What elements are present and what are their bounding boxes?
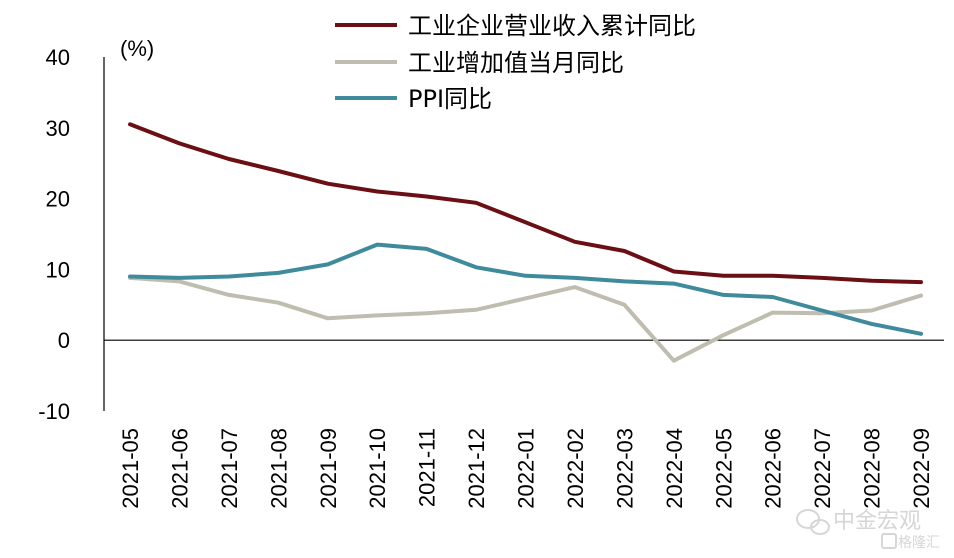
- watermark: 中金宏观 格隆汇: [796, 509, 940, 551]
- x-tick-label: 2022-01: [514, 428, 539, 509]
- x-tick-label: 2022-05: [711, 428, 736, 509]
- x-tick-label: 2021-07: [217, 428, 242, 509]
- x-tick-label: 2022-06: [761, 428, 786, 509]
- y-tick-label: -10: [38, 399, 70, 424]
- x-tick-label: 2021-11: [415, 428, 440, 507]
- watermark-top-text: 中金宏观: [833, 509, 921, 534]
- wechat-icon: [796, 509, 830, 535]
- x-tick-label: 2022-09: [909, 428, 934, 509]
- y-tick-label: 0: [58, 328, 70, 353]
- x-tick-label: 2021-06: [167, 428, 192, 509]
- x-tick-label: 2021-05: [118, 428, 143, 509]
- x-tick-label: 2022-02: [563, 428, 588, 509]
- x-tick-label: 2022-07: [810, 428, 835, 509]
- legend-label-1: 工业增加值当月同比: [408, 49, 624, 77]
- x-tick-label: 2021-09: [316, 428, 341, 509]
- series-line-1: [128, 275, 923, 363]
- y-tick-label: 10: [46, 257, 70, 282]
- watermark-bottom-text: 格隆汇: [898, 535, 940, 551]
- y-tick-label: 30: [46, 116, 70, 141]
- legend-label-2: PPI同比: [408, 85, 492, 113]
- x-tick-label: 2022-08: [860, 428, 885, 509]
- series-layer: [128, 122, 923, 363]
- y-unit-label: (%): [120, 36, 154, 61]
- series-line-0: [128, 122, 923, 285]
- x-tick-labels: 2021-05 2021-06 2021-07 2021-08 2021-09 2021-…: [118, 428, 934, 509]
- watermark-logo-icon: [881, 533, 897, 549]
- series-line-2: [128, 242, 923, 336]
- y-tick-label: 20: [46, 187, 70, 212]
- x-tick-label: 2021-12: [464, 428, 489, 509]
- x-tick-label: 2021-10: [365, 428, 390, 509]
- x-tick-label: 2021-08: [266, 428, 291, 509]
- y-tick-label: 40: [46, 45, 70, 70]
- y-tick-labels: 40 30 20 10 0 -10: [38, 45, 70, 424]
- x-tick-label: 2022-04: [662, 428, 687, 509]
- legend-label-0: 工业企业营业收入累计同比: [408, 12, 696, 40]
- axes: [103, 57, 944, 411]
- x-tick-label: 2022-03: [612, 428, 637, 509]
